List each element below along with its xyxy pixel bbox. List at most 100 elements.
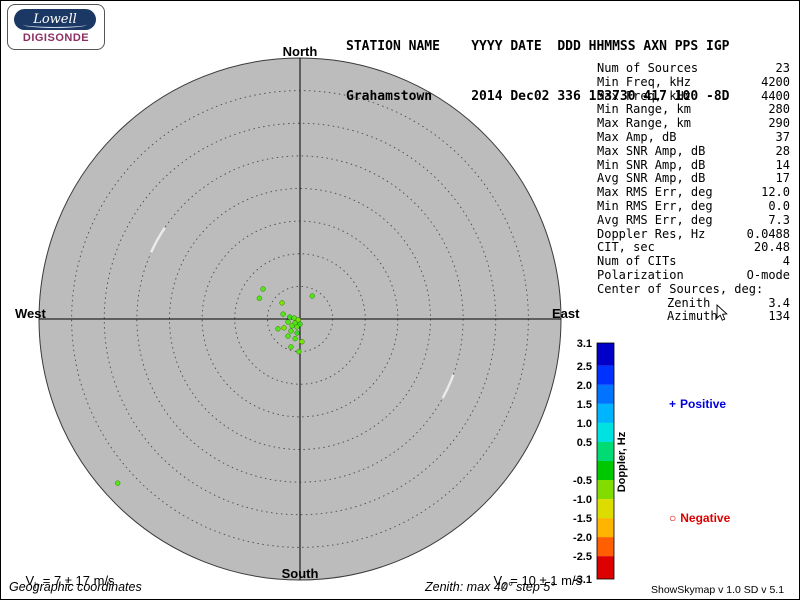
version-text: ShowSkymap v 1.0 SD v 5.1 [651, 584, 785, 596]
coordinate-system-note: Geographic coordinates [9, 580, 142, 594]
stat-label: Num of CITs [597, 254, 677, 269]
colorbar-tick-label: 1.5 [577, 399, 592, 411]
source-dot [285, 333, 291, 339]
colorbar-segment [597, 556, 614, 579]
source-dot [294, 330, 300, 336]
colorbar-tick-label: -2.0 [573, 532, 592, 544]
stat-value: 290 [768, 116, 790, 131]
stat-row: Max Amp, dB 37 [597, 129, 790, 145]
label-north: North [282, 44, 318, 59]
stat-row: Max SNR Amp, dB 28 [597, 143, 790, 159]
colorbar-tick-label: -1.0 [573, 494, 592, 506]
stat-row: Azimuth 134 [597, 310, 790, 324]
colorbar-segment [597, 403, 614, 423]
source-dot [281, 325, 287, 331]
stat-value: O-mode [746, 267, 790, 282]
label-east: East [552, 306, 580, 321]
white-arc-artifact [441, 374, 455, 399]
vh-subscript: h [34, 580, 40, 591]
colorbar-axis-label: Doppler, Hz [616, 431, 628, 492]
stat-row: Min SNR Amp, dB 14 [597, 157, 790, 173]
stat-value: 37 [775, 129, 790, 144]
colorbar-segment [597, 365, 614, 385]
stat-label: Avg RMS Err, deg [597, 212, 713, 227]
white-arc-artifact [149, 227, 166, 254]
colorbar-tick-label: 0.5 [577, 437, 592, 449]
source-dot [279, 300, 285, 306]
colorbar-tick-label: -0.5 [573, 475, 592, 487]
stat-row: Max Range, km 290 [597, 116, 790, 131]
stat-label: Azimuth [667, 309, 718, 324]
stat-value: 0.0488 [746, 226, 790, 241]
source-dot [288, 328, 294, 334]
stat-row: Avg RMS Err, deg 7.3 [597, 212, 790, 228]
source-dot [309, 293, 315, 299]
stat-label: Max Amp, dB [597, 129, 677, 144]
colorbar-segment [597, 518, 614, 538]
stat-label: Avg SNR Amp, dB [597, 171, 706, 186]
vz-value: = 10 ± 1 m/s [506, 573, 583, 588]
horizontal-velocity-readout: Vh = 7 ± 17 m/s [11, 558, 115, 599]
stat-row: CIT, sec 20.48 [597, 241, 790, 255]
colorbar-segment [597, 343, 614, 366]
colorbar-outline [596, 342, 615, 580]
stats-panel: Num of Sources 23 Min Freq, kHz 4200 Max Fre… [597, 61, 790, 324]
logo-product-text: DIGISONDE [22, 32, 90, 44]
stat-row: Doppler Res, Hz 0.0488 [597, 226, 790, 242]
legend-negative: ○ Negative [669, 511, 730, 525]
stat-label: Center of Sources, deg: [597, 281, 764, 296]
stat-label: Max Freq, kHz [597, 88, 691, 103]
source-dot [294, 324, 300, 330]
source-dot [288, 344, 294, 350]
colorbar-tick-label: 2.0 [577, 380, 592, 392]
stat-value: 14 [775, 157, 790, 172]
stat-label: Max Range, km [597, 116, 691, 131]
source-dot [292, 335, 298, 342]
source-dot [260, 286, 266, 292]
source-dot [256, 295, 262, 301]
stat-row: Num of CITs 4 [597, 254, 790, 269]
vz-subscript: z [502, 580, 507, 591]
colorbar-tick-label: 1.0 [577, 418, 592, 430]
stat-label: Min RMS Err, deg [597, 198, 713, 213]
stat-row: Min RMS Err, deg 0.0 [597, 198, 790, 214]
stat-row: Max Freq, kHz 4400 [597, 88, 790, 104]
stat-value: 0.0 [768, 198, 790, 213]
source-dot [289, 323, 295, 329]
stat-value: 17 [775, 171, 790, 186]
label-west: West [15, 306, 46, 321]
colorbar-segment [597, 441, 614, 461]
colorbar-tick-label: 3.1 [577, 338, 592, 350]
colorbar-segment [597, 480, 614, 500]
source-dot [299, 339, 305, 345]
lowell-digisonde-logo: Lowell DIGISONDE [7, 4, 105, 50]
logo-brand-text: Lowell [33, 12, 77, 27]
stat-value: 4400 [761, 88, 790, 103]
colorbar-tick-label: 2.5 [577, 361, 592, 373]
stat-label: Max SNR Amp, dB [597, 143, 706, 158]
stat-row: Num of Sources 23 [597, 61, 790, 76]
legend-positive: + Positive [669, 397, 726, 411]
stat-label: Min SNR Amp, dB [597, 157, 706, 172]
vz-symbol: V [493, 573, 503, 588]
stat-row: Avg SNR Amp, dB 17 [597, 172, 790, 186]
stat-row: Min Freq, kHz 4200 [597, 75, 790, 90]
colorbar-segment [597, 461, 614, 481]
lowell-logo-oval: Lowell [14, 9, 96, 30]
colorbar-segment [597, 384, 614, 404]
stat-value: 23 [775, 61, 790, 75]
colorbar-segment [597, 499, 614, 519]
stat-label: Num of Sources [597, 61, 699, 75]
source-dot [275, 326, 281, 332]
stat-label: Max RMS Err, deg [597, 185, 713, 200]
stat-label: Doppler Res, Hz [597, 226, 706, 241]
legend-positive-label: Positive [680, 397, 727, 411]
stat-label: CIT, sec [597, 240, 655, 255]
zenith-range-note: Zenith: max 40° step 5° [425, 580, 556, 594]
stat-label: Zenith [667, 295, 711, 310]
vh-value: = 7 ± 17 m/s [39, 573, 115, 588]
stat-value: 280 [768, 102, 790, 117]
stat-value: 134 [768, 309, 790, 324]
stat-value: 4 [782, 254, 790, 269]
